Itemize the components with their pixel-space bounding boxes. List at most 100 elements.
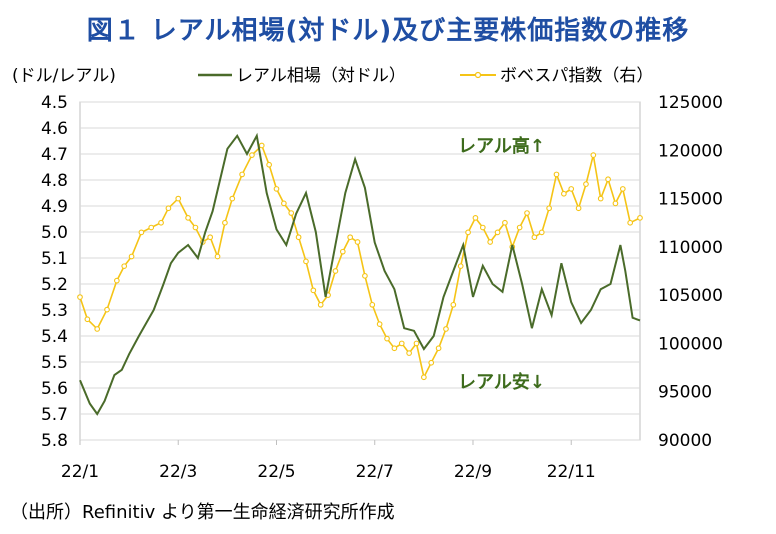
bovespa-point xyxy=(605,176,611,183)
bovespa-point xyxy=(619,186,626,192)
bovespa-point xyxy=(428,359,435,366)
bovespa-point xyxy=(413,340,420,347)
bovespa-point xyxy=(502,219,508,226)
left-tick-label: 4.8 xyxy=(41,171,68,191)
bovespa-point xyxy=(239,171,245,178)
right-tick-label: 105000 xyxy=(658,286,723,306)
bovespa-point xyxy=(362,272,368,279)
bovespa-point xyxy=(575,205,582,212)
bovespa-point xyxy=(561,190,567,197)
bovespa-point xyxy=(637,215,643,221)
bovespa-point xyxy=(347,234,354,241)
plot-area xyxy=(79,101,641,441)
bovespa-point xyxy=(229,195,236,202)
annotation-real-up-text: レアル高 xyxy=(458,135,530,157)
bovespa-point xyxy=(376,321,383,327)
left-tick-label: 4.6 xyxy=(41,119,68,139)
bovespa-point xyxy=(185,215,191,221)
chart-title: 図１ レアル相場(対ドル)及び主要株価指数の推移 xyxy=(86,16,690,46)
bovespa-point xyxy=(104,306,110,313)
bovespa-point xyxy=(266,161,272,168)
bovespa-point xyxy=(94,326,101,332)
right-axis: 125000 120000 115000 110000 105000 100000 9500… xyxy=(658,93,723,451)
bovespa-point xyxy=(192,224,199,231)
bovespa-point xyxy=(583,181,589,187)
bovespa-point xyxy=(310,287,317,294)
bovespa-point xyxy=(273,186,280,192)
x-tick-label: 22/5 xyxy=(257,462,295,482)
bovespa-point xyxy=(158,219,164,226)
legend-label-bovespa: ボベスパ指数（右） xyxy=(500,66,653,86)
left-tick-label: 5.3 xyxy=(41,301,68,321)
bovespa-point xyxy=(443,326,449,332)
left-tick-label: 5.4 xyxy=(41,327,68,347)
bovespa-point xyxy=(494,229,501,236)
bovespa-point xyxy=(369,301,376,308)
left-tick-label: 5.6 xyxy=(41,379,68,399)
bovespa-point xyxy=(303,258,309,265)
annotation-real-up: レアル高↑ xyxy=(458,135,545,157)
x-tick-label: 22/3 xyxy=(159,462,197,482)
bovespa-point xyxy=(128,253,135,260)
bovespa-point xyxy=(457,263,464,270)
bovespa-point xyxy=(421,374,427,381)
bovespa-point xyxy=(465,229,471,236)
bovespa-point xyxy=(288,210,295,216)
right-tick-label: 90000 xyxy=(658,431,712,451)
legend: レアル相場（対ドル） ボベスパ指数（右） xyxy=(198,66,653,86)
bovespa-point xyxy=(391,345,398,352)
right-tick-label: 110000 xyxy=(658,238,723,258)
bovespa-point xyxy=(531,234,538,241)
bovespa-point xyxy=(590,152,597,158)
bovespa-point xyxy=(332,268,339,274)
x-tick-label: 22/9 xyxy=(454,462,492,482)
bovespa-point xyxy=(612,200,619,207)
down-arrow-icon: ↓ xyxy=(530,372,545,393)
bovespa-point xyxy=(258,142,265,149)
bovespa-point xyxy=(516,224,523,231)
legend-marker-bovespa xyxy=(474,71,482,79)
bovespa-point xyxy=(472,215,479,221)
series-line-real xyxy=(79,132,641,416)
series-markers-bovespa xyxy=(77,142,643,381)
x-tick-label: 22/11 xyxy=(547,462,596,482)
bovespa-point xyxy=(384,335,390,342)
bovespa-point xyxy=(627,219,634,226)
bovespa-point xyxy=(214,253,221,260)
x-tick-label: 22/1 xyxy=(61,462,99,482)
annotation-real-down: レアル安↓ xyxy=(458,371,545,393)
left-tick-label: 5.1 xyxy=(41,249,68,269)
bovespa-point xyxy=(138,229,145,236)
bovespa-point xyxy=(207,234,214,241)
bovespa-point xyxy=(77,294,83,300)
bovespa-point xyxy=(339,248,346,255)
bovespa-point xyxy=(553,171,560,178)
bovespa-point xyxy=(398,340,405,347)
left-tick-label: 5.7 xyxy=(41,405,68,425)
left-tick-label: 4.7 xyxy=(41,145,68,165)
left-tick-label: 5.0 xyxy=(41,223,68,243)
right-tick-label: 95000 xyxy=(658,383,712,403)
bovespa-point xyxy=(175,195,182,202)
bovespa-point xyxy=(524,210,530,216)
bovespa-point xyxy=(435,345,442,352)
left-axis-unit: (ドル/レアル) xyxy=(12,66,116,86)
bovespa-point xyxy=(249,152,255,158)
right-tick-label: 125000 xyxy=(658,93,723,113)
left-tick-label: 4.9 xyxy=(41,197,68,217)
bovespa-point xyxy=(165,205,172,212)
right-tick-label: 120000 xyxy=(658,141,723,161)
bovespa-point xyxy=(84,316,91,323)
left-tick-label: 5.5 xyxy=(41,353,68,373)
bovespa-point xyxy=(487,239,494,245)
source-note: （出所）Refinitiv より第一生命経済研究所作成 xyxy=(10,502,395,523)
bovespa-point xyxy=(222,219,228,226)
legend-label-real: レアル相場（対ドル） xyxy=(236,66,406,86)
left-tick-label: 4.5 xyxy=(41,93,68,113)
left-axis: 4.5 4.6 4.7 4.8 4.9 5.0 5.1 5.2 5.3 5.4 5.5 5.6 5.7 5… xyxy=(41,93,68,451)
bovespa-point xyxy=(597,195,604,202)
bovespa-point xyxy=(281,200,287,207)
bovespa-point xyxy=(113,277,120,284)
left-tick-label: 5.2 xyxy=(41,275,68,295)
